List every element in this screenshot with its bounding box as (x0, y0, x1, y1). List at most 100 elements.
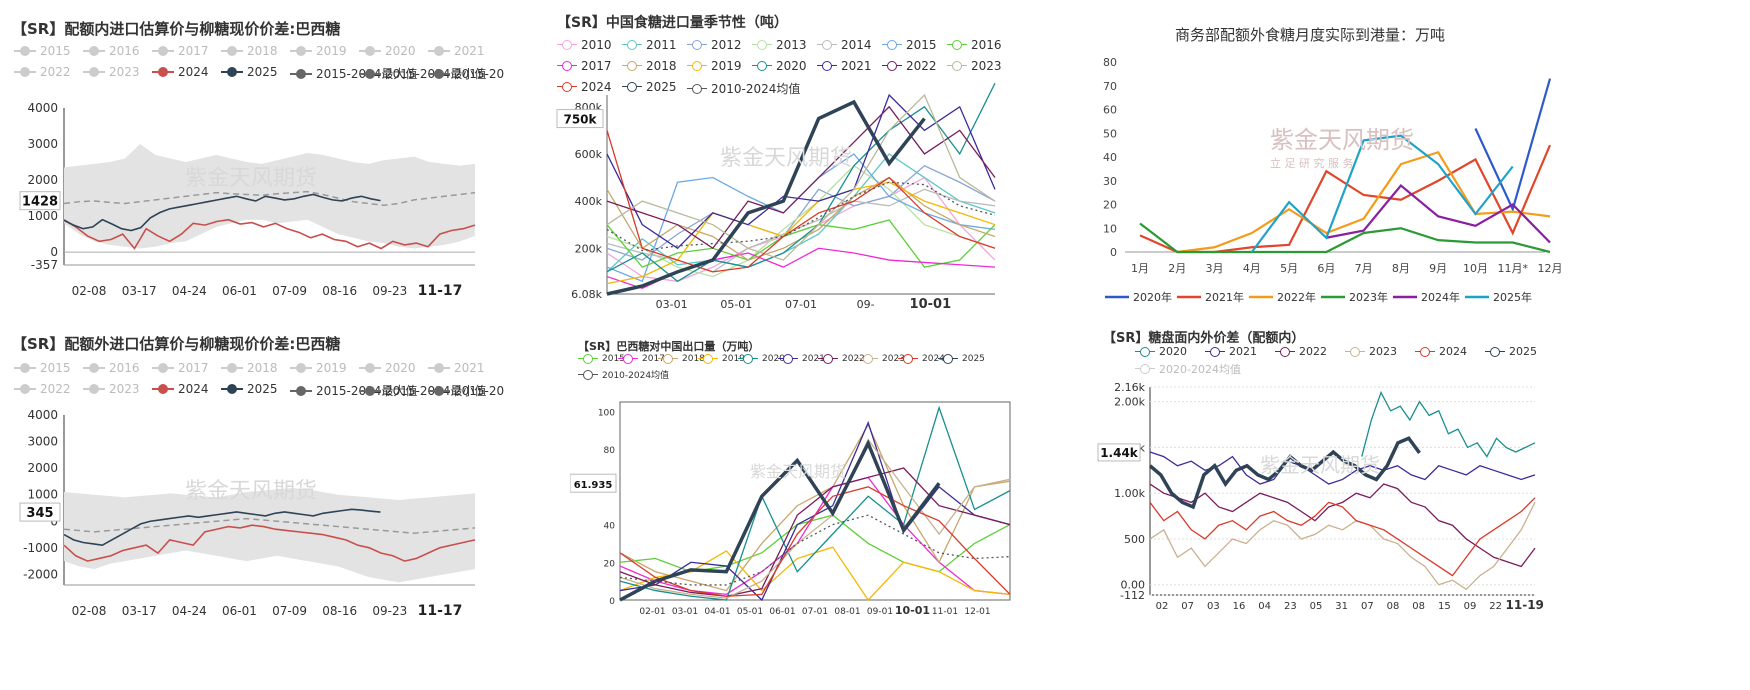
series-line-2024 (619, 486, 1011, 597)
legend-item[interactable]: 2017 (152, 361, 209, 375)
legend-label: 2022年 (1277, 290, 1316, 304)
legend-item[interactable]: 2017 (618, 354, 665, 364)
legend-item[interactable]: 2023 (947, 59, 1002, 73)
x-tick-label: 02 (1156, 601, 1169, 612)
legend-item[interactable]: 2019 (698, 354, 745, 364)
legend-item[interactable]: 2024 (898, 354, 945, 364)
legend-item[interactable]: 2016 (83, 44, 140, 58)
legend-item[interactable]: 2022 (14, 65, 71, 79)
legend-item[interactable]: 2018 (658, 354, 705, 364)
legend-item[interactable]: 2021 (428, 361, 485, 375)
x-tick-label: 05 (1310, 601, 1323, 612)
legend-label: 2019 (316, 361, 347, 375)
legend-item[interactable]: 2025 (221, 65, 278, 79)
legend-item[interactable]: 2025 (938, 354, 985, 364)
legend-item[interactable]: 2019 (290, 361, 347, 375)
legend-item[interactable]: 2016 (947, 38, 1002, 52)
x-tick-label: 03-17 (122, 604, 157, 618)
legend-item[interactable]: 2020 (1135, 345, 1187, 358)
legend-item[interactable]: 2022 (1275, 345, 1327, 358)
legend-item[interactable]: 2021 (428, 44, 485, 58)
legend-item[interactable]: 2012 (687, 38, 742, 52)
legend-line-icon (687, 40, 707, 50)
x-tick-label: 08 (1387, 601, 1400, 612)
legend-label: 2021年 (1205, 290, 1244, 304)
value-callout-box (556, 109, 604, 129)
mean-line (63, 190, 476, 207)
x-tick-label: 11-17 (418, 603, 463, 619)
panel-quota-out-spread: 【SR】配额外进口估算价与柳糖现价价差:巴西糖 2015 2016 2017 2018… (0, 325, 505, 690)
legend-item[interactable]: 2015 (578, 354, 625, 364)
legend-label: 2018 (247, 44, 278, 58)
legend-swatch-icon (20, 363, 30, 373)
x-tick-label: 09- (857, 298, 875, 311)
legend-label: 2017 (581, 59, 612, 73)
legend-line-icon (622, 40, 642, 50)
legend-item[interactable]: 2025 (622, 80, 677, 94)
series-line-2022年 (1177, 150, 1551, 254)
series-line-2022 (1149, 483, 1536, 568)
legend-item[interactable]: 2018 (221, 44, 278, 58)
legend-item[interactable]: 2015-2024均值 (428, 382, 505, 399)
legend-item[interactable]: 2024 (557, 80, 612, 94)
legend-line-icon (428, 385, 450, 396)
legend-item[interactable]: 2020 (359, 44, 416, 58)
legend-line-icon (359, 363, 381, 373)
legend-item[interactable]: 2010-2024均值 (578, 368, 669, 381)
legend-item[interactable]: 2018 (622, 59, 677, 73)
legend-item[interactable]: 2023 (1345, 345, 1397, 358)
legend-item[interactable]: 2015 (14, 44, 71, 58)
legend-label: 2015-2024均值 (454, 67, 505, 81)
legend-item[interactable]: 2024 (152, 65, 209, 79)
legend-item[interactable]: 2020-2024均值 (1135, 361, 1241, 377)
legend-item[interactable]: 2011 (622, 38, 677, 52)
legend-item[interactable]: 2010 (557, 38, 612, 52)
legend-item[interactable]: 2017 (152, 44, 209, 58)
y-tick-label: 40 (1103, 151, 1117, 164)
legend-item[interactable]: 2020 (359, 361, 416, 375)
y-tick-label: 0 (609, 597, 615, 607)
legend-item[interactable]: 2020 (738, 354, 785, 364)
panel-futures-spread: 【SR】糖盘面内外价差（配额内） 2020 2021 2022 2023 2024 202… (1095, 325, 1750, 690)
x-tick-label: 2月 (1168, 262, 1186, 275)
legend-item[interactable]: 2021 (1205, 345, 1257, 358)
legend-line-icon (752, 61, 772, 71)
legend-item[interactable]: 2021 (778, 354, 825, 364)
legend-item[interactable]: 2022 (14, 382, 71, 396)
legend-item[interactable]: 2015 (882, 38, 937, 52)
legend-line-icon (618, 354, 638, 364)
legend-item[interactable]: 2019 (290, 44, 347, 58)
legend-item[interactable]: 2023 (83, 382, 140, 396)
x-tick-label: 4月 (1243, 262, 1261, 275)
series-line-2023年 (1139, 222, 1551, 254)
legend-item[interactable]: 2015 (14, 361, 71, 375)
legend-item[interactable]: 2019 (687, 59, 742, 73)
legend-line-icon (83, 67, 105, 77)
legend-item[interactable]: 2023 (858, 354, 905, 364)
legend-line-icon (658, 354, 678, 364)
legend-item[interactable]: 2022 (882, 59, 937, 73)
legend-item[interactable]: 2015-2024均值 (428, 65, 505, 82)
legend-item[interactable]: 2020 (752, 59, 807, 73)
legend-item[interactable]: 2014 (817, 38, 872, 52)
legend-item[interactable]: 2022 (818, 354, 865, 364)
y-tick-label: 70 (1103, 80, 1117, 93)
legend-line-icon (428, 68, 450, 79)
x-tick-label: 05-01 (720, 298, 752, 311)
legend-swatch-icon (296, 46, 306, 56)
legend-item[interactable]: 2018 (221, 361, 278, 375)
y-tick-label: -112 (1120, 589, 1145, 602)
legend-item[interactable]: 2017 (557, 59, 612, 73)
legend-item[interactable]: 2021 (817, 59, 872, 73)
legend-item[interactable]: 2025 (221, 382, 278, 396)
legend-line-icon (752, 40, 772, 50)
legend-item[interactable]: 2025 (1485, 345, 1537, 358)
legend-item[interactable]: 2010-2024均值 (687, 80, 800, 97)
legend-swatch-icon (89, 67, 99, 77)
legend-item[interactable]: 2016 (83, 361, 140, 375)
legend-item[interactable]: 2023 (83, 65, 140, 79)
legend-item[interactable]: 2013 (752, 38, 807, 52)
legend-item[interactable]: 2024 (152, 382, 209, 396)
legend-item[interactable]: 2024 (1415, 345, 1467, 358)
legend-line-icon (152, 67, 174, 77)
